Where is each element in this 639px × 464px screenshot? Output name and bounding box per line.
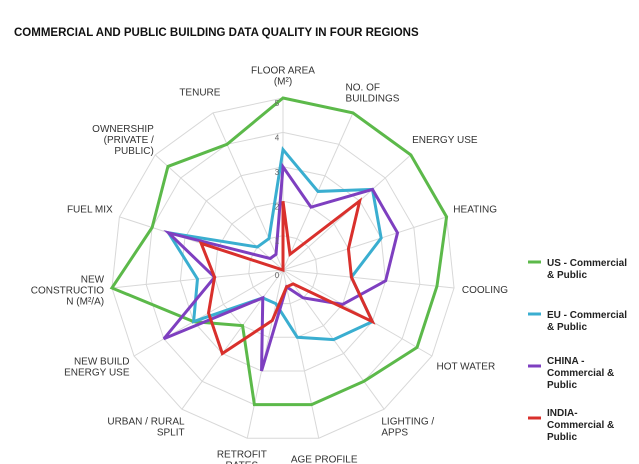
axis-label: OWNERSHIP (PRIVATE / PUBLIC) [92,124,154,157]
tick-label: 0 [275,271,280,280]
legend-label: INDIA-Commercial & Public [547,408,614,443]
axis-label: FLOOR AREA (M²) [251,65,315,87]
chart-title: COMMERCIAL AND PUBLIC BUILDING DATA QUAL… [14,27,419,39]
axis-label: HOT WATER [436,362,495,373]
axis-label: NO. OF BUILDINGS [346,82,400,104]
legend-label: CHINA -Commercial & Public [547,356,614,391]
series-line [109,96,449,407]
spoke [282,269,455,289]
spoke [282,269,320,439]
tick-label: 4 [275,134,280,143]
axis-label: RETROFITRATES [217,449,267,464]
spoke [181,269,284,410]
axis-label: COOLING [462,285,508,296]
axis-label: FUEL MIX [67,205,113,216]
axis-label: LIGHTING / APPS [381,416,434,438]
legend-label: US - Commercial & Public [547,258,627,281]
tick-label: 2 [275,202,280,211]
axis-label: HEATING [453,205,497,216]
spoke [154,154,284,271]
spoke [282,216,447,271]
series-line [198,197,376,356]
grid-ring [179,166,387,372]
tick-label: 1 [275,237,280,246]
axis-label: ENERGY USE [412,135,478,146]
axis-label: NEW CONSTRUCTIO N (M²/A) [31,274,105,307]
tick-label: 3 [275,168,280,177]
series-line [165,146,383,342]
series-line [162,162,400,372]
axis-label: URBAN / RURAL SPLIT [107,416,185,438]
axis-label: AGE PROFILE [291,454,358,464]
grid-ring [214,200,352,338]
axis-label: NEW BUILD ENERGY USE [64,356,130,378]
spoke [212,112,284,271]
tick-label: 5 [275,99,280,108]
legend-label: EU - Commercial & Public [547,310,627,333]
axis-label: TENURE [179,87,220,98]
